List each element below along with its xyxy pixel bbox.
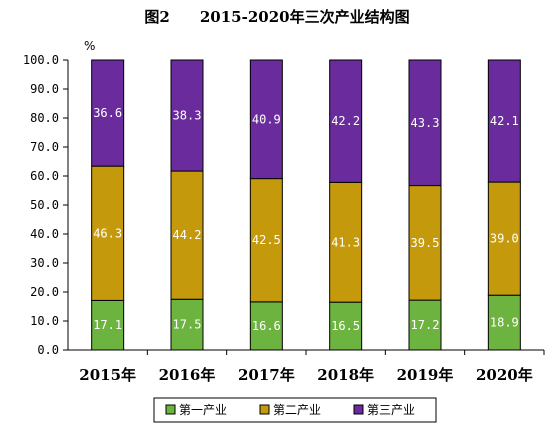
data-label: 42.2 [331,114,360,128]
x-category-label: 2017年 [238,366,295,384]
x-category-label: 2015年 [79,366,136,384]
bar-segment [487,294,521,351]
data-label: 17.5 [173,318,202,332]
bar-segment [487,181,521,296]
data-label: 40.9 [252,112,281,126]
legend-swatch [165,404,176,415]
data-label: 17.2 [411,318,440,332]
data-label: 41.3 [331,235,360,249]
chart-title: 图2 2015-2020年三次产业结构图 [144,8,409,26]
legend: 第一产业 第二产业 第三产业 [153,397,437,423]
y-unit-label: % [84,39,95,53]
data-label: 18.9 [490,316,519,330]
y-tick-label: 90.0 [30,82,59,96]
legend-label: 第三产业 [367,403,415,417]
y-tick-label: 10.0 [30,314,59,328]
bar-segment [91,59,125,167]
y-tick-label: 50.0 [30,198,59,212]
y-tick-label: 0.0 [37,343,59,357]
y-tick-label: 100.0 [23,53,59,67]
y-tick-label: 40.0 [30,227,59,241]
legend-swatch [353,404,364,415]
bar-segment [91,299,125,351]
y-axis: 0.0 10.0 20.0 30.0 40.0 50.0 60.0 70.0 80.0 90.0 1… [23,53,69,357]
y-tick-label: 30.0 [30,256,59,270]
data-label: 16.6 [252,319,281,333]
data-label: 44.2 [173,228,202,242]
bar-segment [408,59,442,187]
y-tick-label: 60.0 [30,169,59,183]
x-category-label: 2016年 [159,366,216,384]
bar-segment [329,301,363,351]
data-label: 36.6 [93,106,122,120]
legend-box [153,397,437,423]
x-axis: 2015年 2016年 2017年 2018年 2019年 2020年 [68,349,545,384]
bar-segment [487,59,521,183]
bar-segment [249,178,283,303]
data-label: 42.5 [252,233,281,247]
x-category-label: 2019年 [397,366,454,384]
x-category-label: 2020年 [476,366,533,384]
y-tick-label: 70.0 [30,140,59,154]
y-tick-label: 80.0 [30,111,59,125]
bar-segment [329,59,363,183]
data-label: 46.3 [93,226,122,240]
bars: 17.1 46.3 36.6 17.5 44.2 38.3 16.6 42.5 40.9 16.5… [91,59,521,351]
data-label: 16.5 [331,319,360,333]
legend-swatch [259,404,270,415]
y-tick-label: 20.0 [30,285,59,299]
legend-label: 第一产业 [179,403,227,417]
data-label: 38.3 [173,109,202,123]
data-label: 42.1 [490,114,519,128]
bar-segment [170,170,204,300]
bar-segment [170,59,204,172]
data-label: 17.1 [93,318,122,332]
data-label: 39.5 [411,236,440,250]
bar-segment [249,301,283,351]
data-label: 39.0 [490,232,519,246]
bar-segment [329,181,363,303]
bar-segment [249,59,283,180]
x-category-label: 2018年 [317,366,374,384]
bar-segment [408,185,442,301]
legend-label: 第二产业 [273,403,321,417]
data-label: 43.3 [411,116,440,130]
